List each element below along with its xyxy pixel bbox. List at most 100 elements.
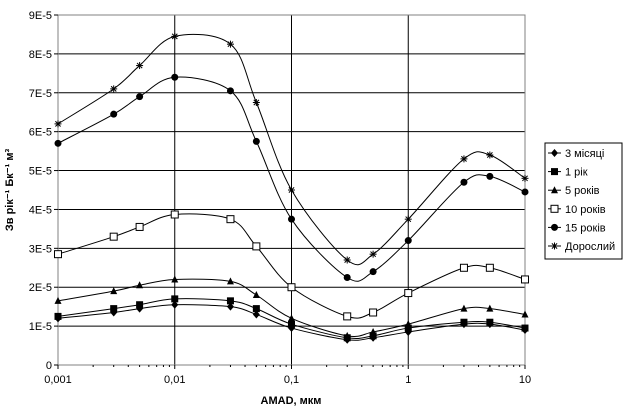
legend-marker — [551, 223, 558, 231]
data-point-series-5 — [54, 139, 62, 147]
star-marker-stroke — [110, 85, 117, 92]
data-point-series-6 — [226, 40, 234, 48]
x-tick-label: 0,001 — [44, 374, 72, 386]
data-point-series-2 — [136, 301, 144, 309]
y-tick-label: 1E-5 — [29, 321, 52, 333]
data-point-series-6 — [343, 256, 351, 264]
y-tick-label: 2E-5 — [29, 282, 52, 294]
data-point-series-6 — [252, 99, 260, 106]
star-marker-stroke — [344, 257, 351, 263]
star-marker-stroke — [551, 243, 558, 249]
data-point-series-2 — [110, 305, 118, 313]
star-marker-stroke — [171, 33, 178, 40]
star-marker-stroke — [253, 99, 260, 106]
star-marker-stroke — [227, 41, 234, 48]
y-axis-ticks: 0 1E-5 2E-5 3E-5 4E-5 5E-5 6E-5 7E-5 8E-5 9E-5 — [29, 10, 58, 372]
data-point-series-6 — [288, 186, 295, 194]
legend-label: 10 років — [565, 204, 606, 216]
data-point-series-5 — [343, 274, 351, 281]
data-point-series-6 — [486, 151, 494, 159]
y-tick-label: 7E-5 — [29, 88, 52, 100]
data-point-series-1 — [226, 302, 234, 311]
x-tick-label: 1 — [405, 374, 411, 386]
data-point-series-3 — [226, 277, 234, 285]
data-point-series-6 — [171, 32, 179, 40]
x-axis-ticks: 0,001 0,01 0,1 1 10 — [44, 365, 531, 386]
data-point-series-3 — [110, 287, 118, 295]
data-point-series-5 — [460, 178, 468, 186]
data-point-series-3 — [521, 310, 529, 318]
data-point-series-4 — [226, 215, 235, 224]
data-point-series-4 — [54, 250, 62, 259]
data-point-series-2 — [521, 324, 529, 332]
data-point-series-2 — [171, 295, 179, 303]
data-point-series-5 — [521, 188, 529, 196]
x-tick-label: 10 — [519, 374, 531, 386]
y-tick-label: 9E-5 — [29, 10, 52, 22]
data-point-series-3 — [486, 304, 494, 312]
star-marker-stroke — [55, 120, 61, 127]
data-point-series-6 — [54, 120, 62, 128]
legend-marker — [551, 242, 558, 250]
legend-label: 1 рік — [565, 167, 588, 179]
data-point-series-6 — [136, 62, 144, 70]
data-point-series-2 — [460, 318, 468, 326]
y-tick-label: 4E-5 — [29, 204, 52, 216]
data-point-series-2 — [252, 305, 260, 313]
legend: 3 місяці 1 рік 5 років 10 років 15 років Доро… — [544, 142, 623, 260]
y-tick-label: 6E-5 — [29, 127, 52, 139]
data-point-series-2 — [226, 297, 234, 305]
x-axis-label: AMAD, мкм — [261, 395, 322, 407]
data-point-series-2 — [486, 318, 494, 326]
data-point-series-5 — [486, 172, 494, 180]
data-point-series-5 — [136, 93, 144, 101]
data-point-series-2 — [404, 324, 412, 332]
y-axis-label: Зв рік⁻¹ Бк⁻¹ м³ — [4, 149, 16, 232]
data-point-series-4 — [287, 283, 296, 292]
legend-marker — [551, 168, 558, 176]
star-marker-stroke — [405, 216, 412, 223]
star-marker-stroke — [288, 187, 295, 193]
data-point-series-4 — [485, 263, 494, 272]
x-tick-label: 0,1 — [284, 374, 299, 386]
y-tick-label: 0 — [46, 360, 52, 372]
data-point-series-5 — [369, 268, 377, 276]
data-point-series-3 — [54, 296, 62, 304]
data-point-series-4 — [343, 312, 352, 321]
data-point-series-2 — [369, 332, 377, 340]
data-point-series-4 — [109, 232, 118, 241]
data-point-series-3 — [343, 331, 351, 339]
data-point-series-3 — [369, 327, 377, 335]
data-point-series-6 — [369, 250, 377, 258]
data-point-series-4 — [369, 308, 378, 317]
series-markers — [54, 32, 529, 344]
legend-box — [544, 142, 623, 260]
legend-items: 3 місяці 1 рік 5 років 10 років 15 років Доро… — [548, 148, 615, 253]
data-point-series-4 — [521, 275, 529, 284]
legend-label: 5 років — [565, 185, 600, 197]
data-point-series-5 — [110, 110, 118, 118]
star-marker-stroke — [486, 152, 493, 158]
legend-label: 3 місяці — [565, 148, 604, 160]
y-tick-label: 3E-5 — [29, 243, 52, 255]
star-marker-stroke — [461, 155, 467, 162]
data-point-series-6 — [460, 155, 468, 163]
data-point-series-3 — [136, 281, 144, 289]
data-point-series-3 — [460, 304, 468, 312]
data-point-series-6 — [110, 85, 118, 93]
star-marker-stroke — [522, 175, 528, 182]
star-marker-stroke — [370, 251, 377, 258]
legend-marker — [551, 186, 558, 194]
data-point-series-5 — [288, 215, 295, 223]
star-marker-stroke — [136, 62, 143, 69]
data-point-series-6 — [404, 215, 412, 223]
data-point-series-2 — [288, 320, 295, 328]
data-point-series-5 — [404, 237, 412, 245]
y-tick-label: 5E-5 — [29, 166, 52, 178]
data-point-series-2 — [54, 312, 62, 320]
data-point-series-3 — [252, 291, 260, 298]
data-point-series-1 — [171, 300, 179, 309]
legend-label: Дорослий — [565, 241, 615, 253]
data-point-series-5 — [252, 137, 260, 145]
